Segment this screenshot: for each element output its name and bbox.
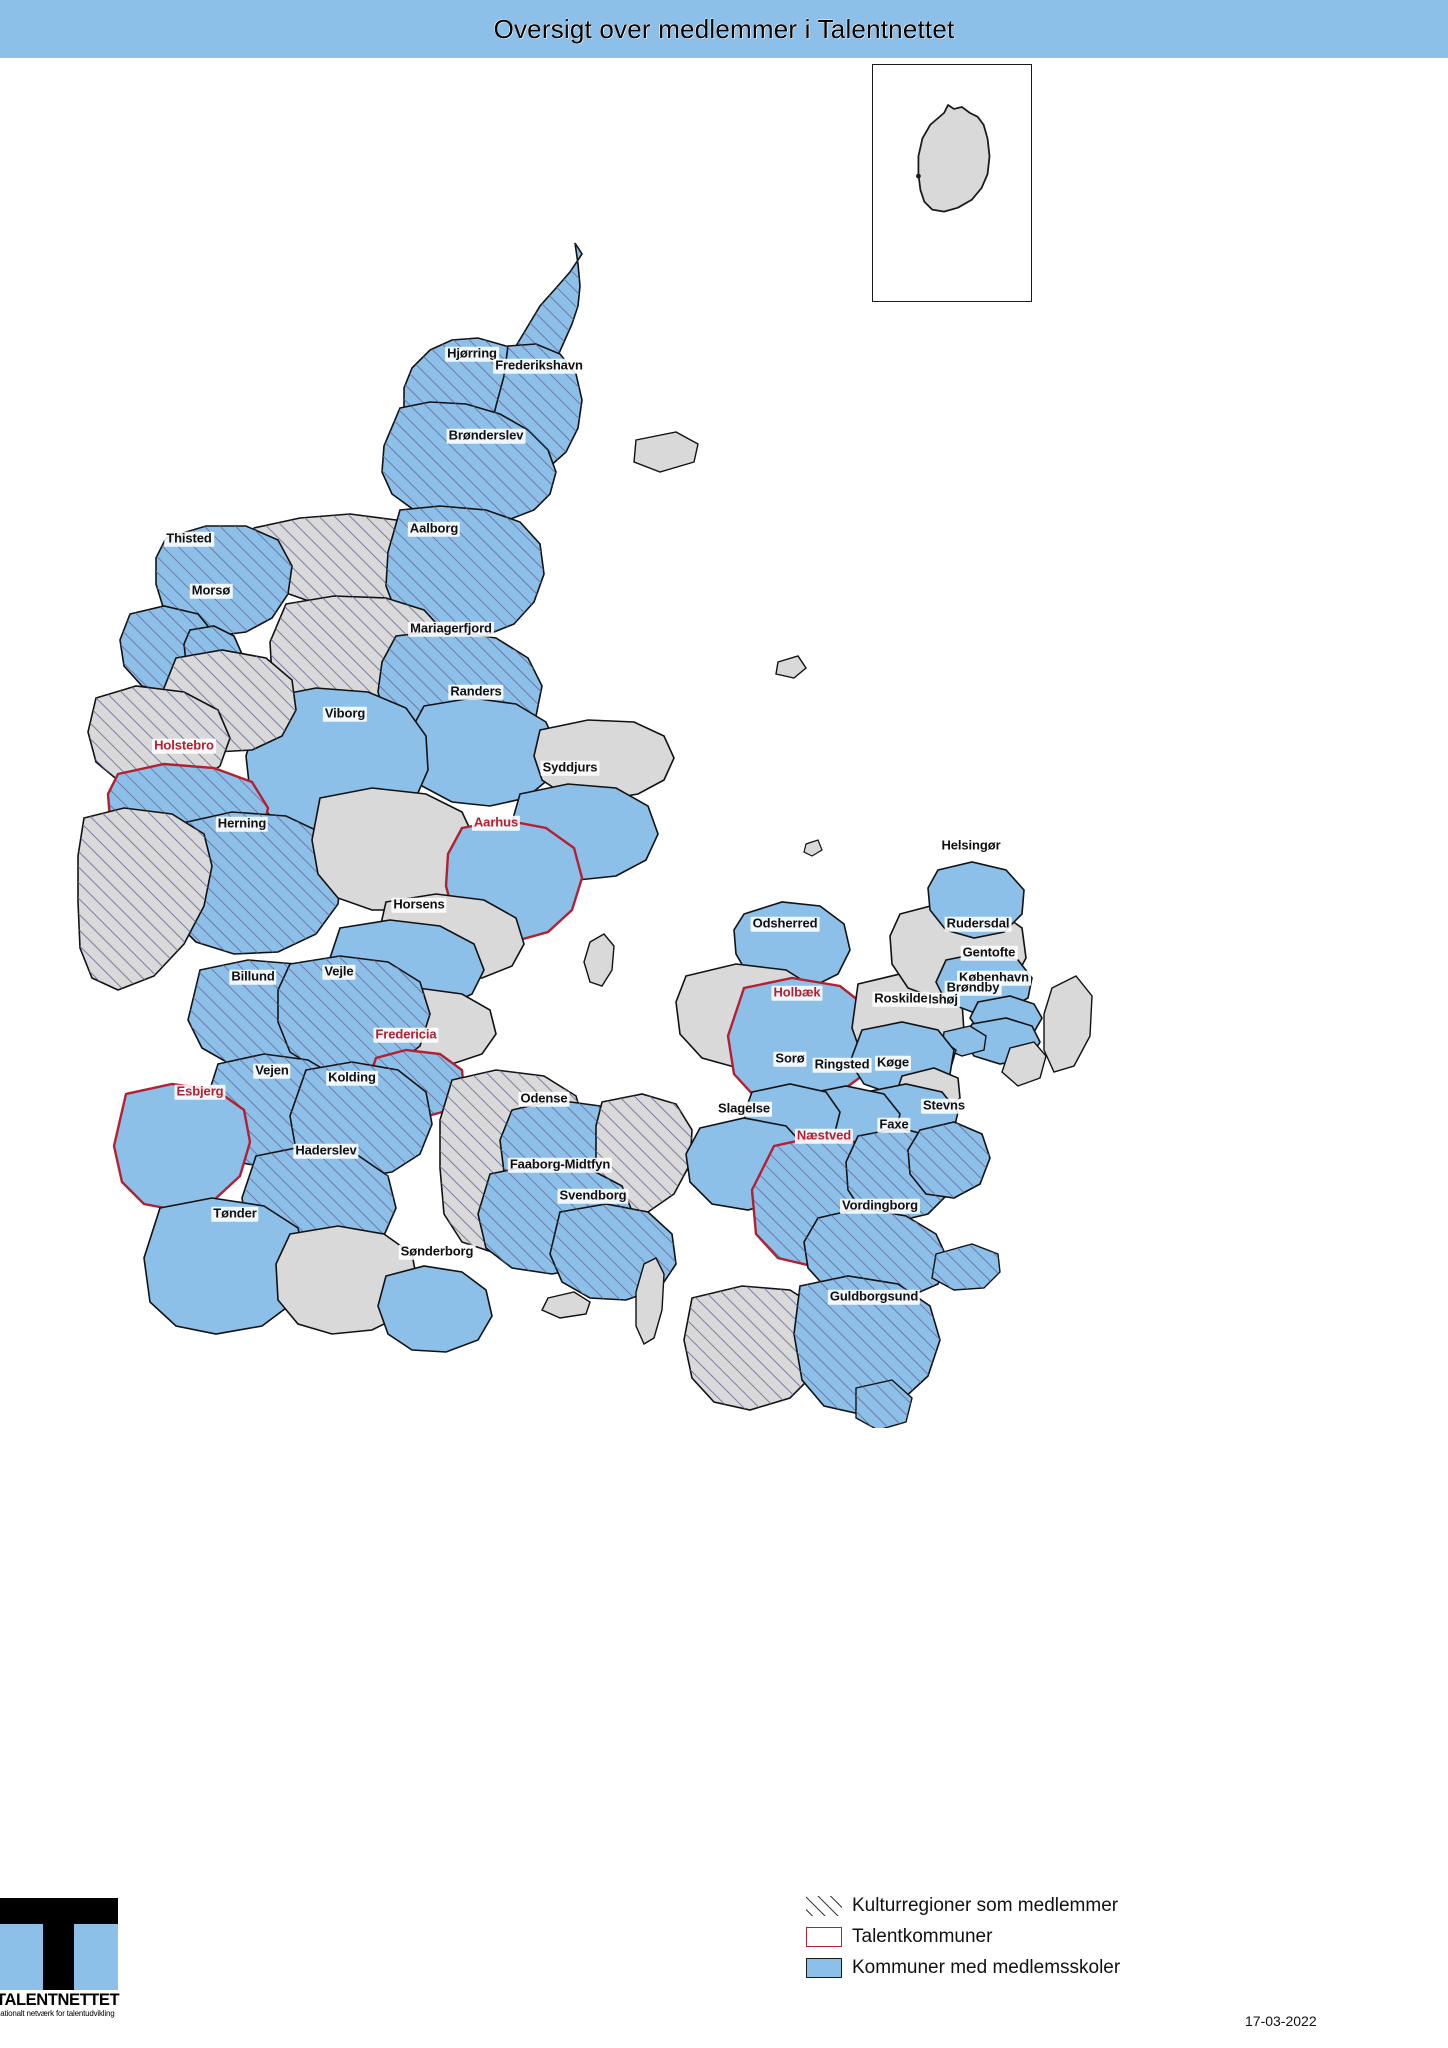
legend-label-talentkommuner: Talentkommuner — [852, 1925, 993, 1947]
map-label-esbjerg: Esbjerg — [174, 1083, 226, 1100]
map-label-faaborg-midtfyn: Faaborg-Midtfyn — [507, 1156, 613, 1173]
map-label-br-nderslev: Brønderslev — [446, 427, 526, 444]
map-label-k-ge: Køge — [874, 1054, 912, 1071]
legend-date: 17-03-2022 — [1245, 2013, 1317, 2029]
map-label-randers: Randers — [448, 683, 504, 700]
bornholm-inset-box — [872, 64, 1032, 302]
legend-item-talentkommuner: Talentkommuner — [806, 1921, 1406, 1952]
island-hesseloe — [803, 839, 823, 857]
map-label-faxe: Faxe — [877, 1116, 911, 1133]
map-label-stevns: Stevns — [920, 1097, 968, 1114]
map-label-slagelse: Slagelse — [716, 1100, 772, 1117]
logo-tagline: nationalt netværk for talentudvikling — [0, 2009, 115, 2018]
red-outline-swatch-icon — [806, 1926, 842, 1947]
coast-sweden-sliver — [1043, 975, 1093, 1073]
map-label-br-ndby: Brøndby — [944, 979, 1002, 996]
map-label-ringsted: Ringsted — [812, 1056, 872, 1073]
map-label-billund: Billund — [229, 968, 277, 985]
map-label-sor-: Sorø — [773, 1050, 807, 1067]
island-anholt — [775, 655, 807, 679]
logo-wordmark: TALENTNETTET — [0, 1991, 120, 2009]
map-label-frederikshavn: Frederikshavn — [493, 357, 585, 374]
talentnettet-logo: TALENTNETTET nationalt netværk for talen… — [0, 1898, 120, 2018]
denmark-map: Hjørring Frederikshavn Brønderslev Aalborg T… — [0, 58, 1448, 1428]
legend-label-medlemsskoler: Kommuner med medlemsskoler — [852, 1956, 1121, 1978]
title-bar: Oversigt over medlemmer i Talentnettet — [0, 0, 1448, 58]
map-label-herning: Herning — [215, 815, 269, 832]
map-label-mors-: Morsø — [189, 582, 233, 599]
island-langeland — [635, 1257, 665, 1346]
map-label-gentofte: Gentofte — [960, 944, 1018, 961]
bornholm-inset-svg — [916, 104, 991, 213]
map-label-svendborg: Svendborg — [557, 1187, 629, 1204]
bornholm-island-shape — [917, 104, 991, 213]
denmark-map-svg — [77, 242, 1093, 1428]
map-label-haderslev: Haderslev — [293, 1142, 359, 1159]
island-laesoe — [633, 431, 699, 473]
legend-label-kulturregioner: Kulturregioner som medlemmer — [852, 1894, 1119, 1916]
map-label-roskilde: Roskilde — [872, 990, 930, 1007]
map-label-vejle: Vejle — [322, 963, 356, 980]
map-label-t-nder: Tønder — [211, 1205, 259, 1222]
map-label-helsing-r: Helsingør — [939, 837, 1003, 854]
bornholm-point — [916, 173, 921, 179]
map-label-vejen: Vejen — [253, 1062, 291, 1079]
talent-outline-aarhus — [444, 818, 584, 944]
map-label-kolding: Kolding — [326, 1069, 378, 1086]
region-esbjerg — [113, 1083, 251, 1211]
map-label-vordingborg: Vordingborg — [840, 1197, 920, 1214]
island-samsoe — [583, 933, 615, 987]
map-label-thisted: Thisted — [164, 530, 214, 547]
map-label-n-stved: Næstved — [794, 1127, 854, 1144]
page-title: Oversigt over medlemmer i Talentnettet — [493, 13, 955, 44]
map-label-syddjurs: Syddjurs — [540, 759, 600, 776]
map-label-s-nderborg: Sønderborg — [398, 1243, 476, 1260]
map-label-aarhus: Aarhus — [471, 814, 521, 831]
map-label-odsherred: Odsherred — [750, 915, 820, 932]
map-label-fredericia: Fredericia — [373, 1026, 439, 1043]
legend-item-kulturregioner: Kulturregioner som medlemmer — [806, 1890, 1406, 1921]
hatch-swatch-icon — [806, 1895, 842, 1916]
map-label-mariagerfjord: Mariagerfjord — [408, 620, 494, 637]
map-label-odense: Odense — [518, 1090, 570, 1107]
island-aeroe — [541, 1291, 591, 1319]
map-label-guldborgsund: Guldborgsund — [827, 1288, 921, 1305]
map-label-horsens: Horsens — [391, 896, 447, 913]
region-toender — [143, 1197, 307, 1335]
logo-t-mark-icon — [0, 1898, 118, 1990]
island-amager — [1001, 1041, 1047, 1087]
legend-item-medlemsskoler: Kommuner med medlemsskoler — [806, 1952, 1406, 1983]
map-label-holb-k: Holbæk — [771, 984, 823, 1001]
map-label-rudersdal: Rudersdal — [944, 915, 1012, 932]
map-label-holstebro: Holstebro — [152, 737, 216, 754]
map-label-viborg: Viborg — [322, 705, 368, 722]
map-label-aalborg: Aalborg — [407, 520, 461, 537]
region-norddjurs — [533, 719, 675, 801]
map-label-ish-j: Ishøj — [926, 991, 960, 1008]
region-soenderborg — [377, 1265, 493, 1353]
blue-fill-swatch-icon — [806, 1957, 842, 1978]
map-label-hj-rring: Hjørring — [445, 345, 499, 362]
map-legend: Kulturregioner som medlemmer Talentkommu… — [806, 1890, 1406, 1983]
